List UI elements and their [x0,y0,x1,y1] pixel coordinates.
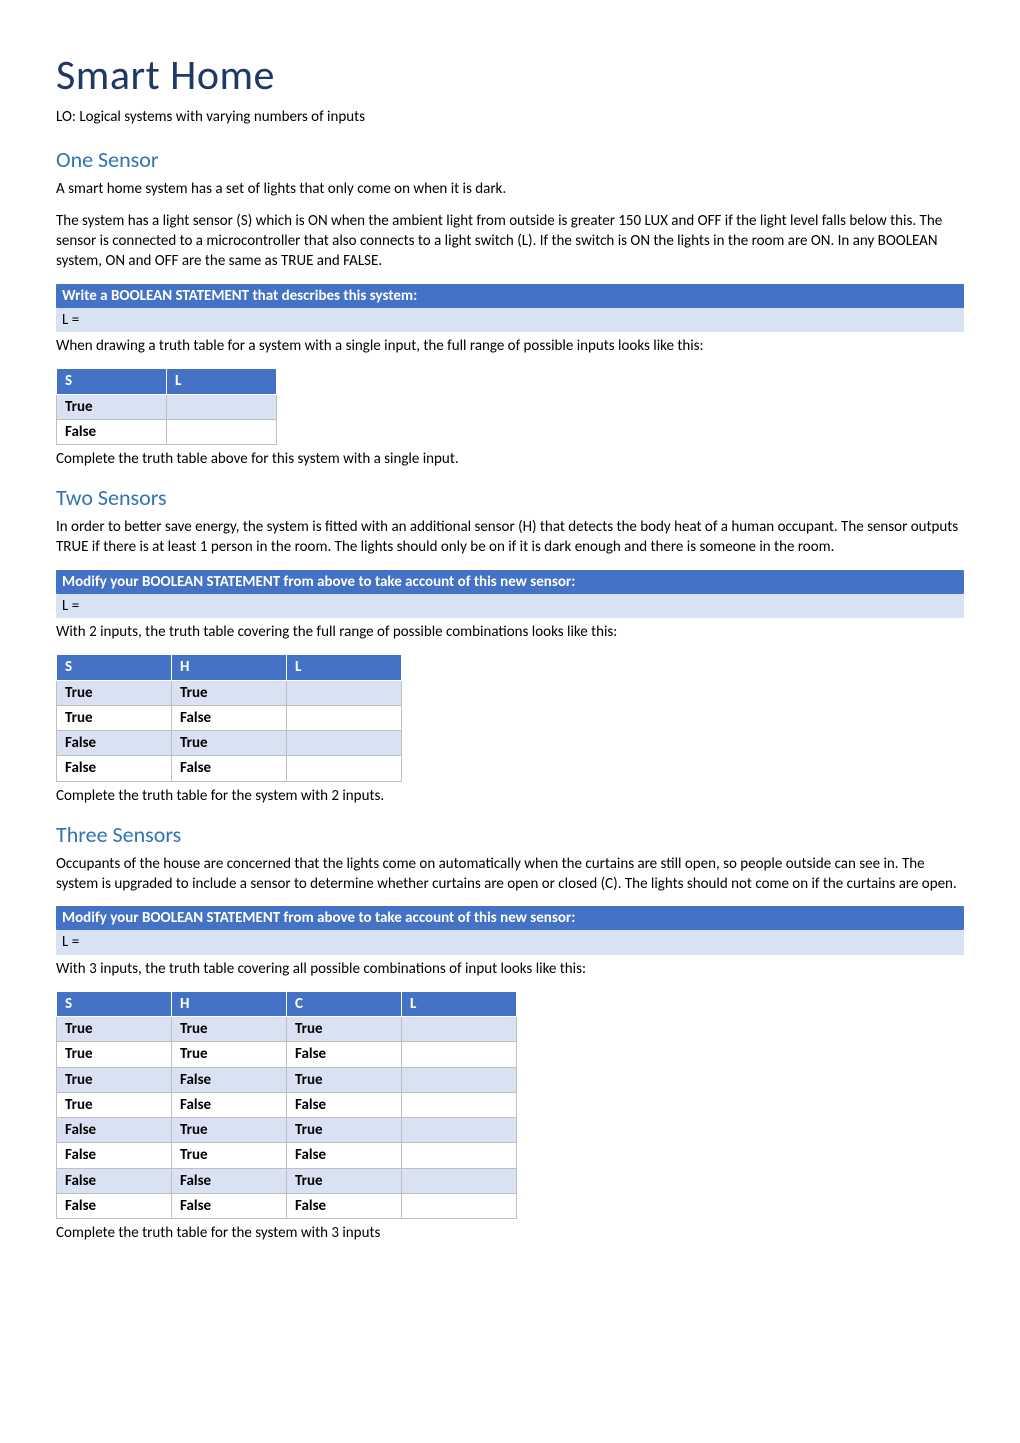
table-row: FalseFalse [57,756,402,781]
section1-afterbar: When drawing a truth table for a system … [56,336,964,356]
table-cell [287,756,402,781]
table-cell: False [57,1193,172,1218]
table-header: C [287,991,402,1016]
table-cell: False [172,1193,287,1218]
table-cell: True [287,1118,402,1143]
table-cell [402,1193,517,1218]
table-cell [402,1067,517,1092]
section3-afterbar: With 3 inputs, the truth table covering … [56,959,964,979]
table-header: L [167,369,277,394]
section2-statement-bar: Modify your BOOLEAN STATEMENT from above… [56,570,964,594]
table-cell: True [172,680,287,705]
section3-p1: Occupants of the house are concerned tha… [56,854,964,895]
table-row: TrueTrueTrue [57,1017,517,1042]
table-cell: False [57,1168,172,1193]
table-cell: True [172,1017,287,1042]
table-cell: False [172,705,287,730]
table-header: H [172,655,287,680]
table-cell: True [57,1067,172,1092]
section2-answer-field[interactable]: L = [56,594,964,618]
table-cell: False [172,1168,287,1193]
table-cell: False [57,731,172,756]
table-row: TrueFalseFalse [57,1092,517,1117]
table-row: True [57,394,277,419]
section1-p2: The system has a light sensor (S) which … [56,211,964,272]
table-row: TrueFalseTrue [57,1067,517,1092]
table-cell: False [287,1143,402,1168]
table-cell: True [57,705,172,730]
table-cell: True [287,1067,402,1092]
table-row: FalseTrue [57,731,402,756]
table-cell: False [287,1042,402,1067]
table-cell: True [57,1092,172,1117]
table-header: S [57,369,167,394]
section3-answer-field[interactable]: L = [56,930,964,954]
table-cell: False [57,756,172,781]
section1-statement-bar: Write a BOOLEAN STATEMENT that describes… [56,284,964,308]
section1-aftertable: Complete the truth table above for this … [56,449,964,469]
table-cell: True [57,680,172,705]
table-row: False [57,419,277,444]
section1-table: SLTrue False [56,368,277,445]
table-cell: False [287,1193,402,1218]
table-cell [287,705,402,730]
table-cell [402,1017,517,1042]
table-cell: False [287,1092,402,1117]
table-cell: True [172,1042,287,1067]
section3-aftertable: Complete the truth table for the system … [56,1223,964,1243]
table-cell: True [57,394,167,419]
table-header: L [402,991,517,1016]
section1-p1: A smart home system has a set of lights … [56,179,964,199]
section1-answer-field[interactable]: L = [56,308,964,332]
table-cell: False [172,1092,287,1117]
table-cell [402,1042,517,1067]
section3-table: SHCLTrueTrueTrue TrueTrueFalse TrueFalse… [56,991,517,1219]
section2-heading: Two Sensors [56,483,964,513]
table-cell [402,1092,517,1117]
table-cell: True [287,1017,402,1042]
table-cell [402,1143,517,1168]
table-row: FalseFalseFalse [57,1193,517,1218]
table-header: L [287,655,402,680]
table-cell [287,680,402,705]
table-cell: False [57,1118,172,1143]
page-title: Smart Home [56,48,964,105]
table-cell: True [57,1017,172,1042]
table-cell: False [57,1143,172,1168]
table-cell [167,394,277,419]
table-row: TrueTrue [57,680,402,705]
table-cell: True [172,1143,287,1168]
table-cell: True [287,1168,402,1193]
table-cell [167,419,277,444]
table-cell [402,1118,517,1143]
section2-aftertable: Complete the truth table for the system … [56,786,964,806]
section1-heading: One Sensor [56,145,964,175]
table-row: FalseTrueTrue [57,1118,517,1143]
table-cell: True [172,731,287,756]
table-header: H [172,991,287,1016]
table-cell [402,1168,517,1193]
table-row: FalseFalseTrue [57,1168,517,1193]
table-row: FalseTrueFalse [57,1143,517,1168]
table-cell [287,731,402,756]
table-cell: True [57,1042,172,1067]
section3-heading: Three Sensors [56,820,964,850]
table-header: S [57,655,172,680]
section2-afterbar: With 2 inputs, the truth table covering … [56,622,964,642]
table-cell: True [172,1118,287,1143]
table-header: S [57,991,172,1016]
table-row: TrueTrueFalse [57,1042,517,1067]
section2-p1: In order to better save energy, the syst… [56,517,964,558]
section3-statement-bar: Modify your BOOLEAN STATEMENT from above… [56,906,964,930]
learning-objective: LO: Logical systems with varying numbers… [56,107,964,127]
table-cell: False [57,419,167,444]
section2-table: SHLTrueTrue TrueFalse FalseTrue FalseFal… [56,654,402,781]
table-cell: False [172,1067,287,1092]
table-row: TrueFalse [57,705,402,730]
table-cell: False [172,756,287,781]
